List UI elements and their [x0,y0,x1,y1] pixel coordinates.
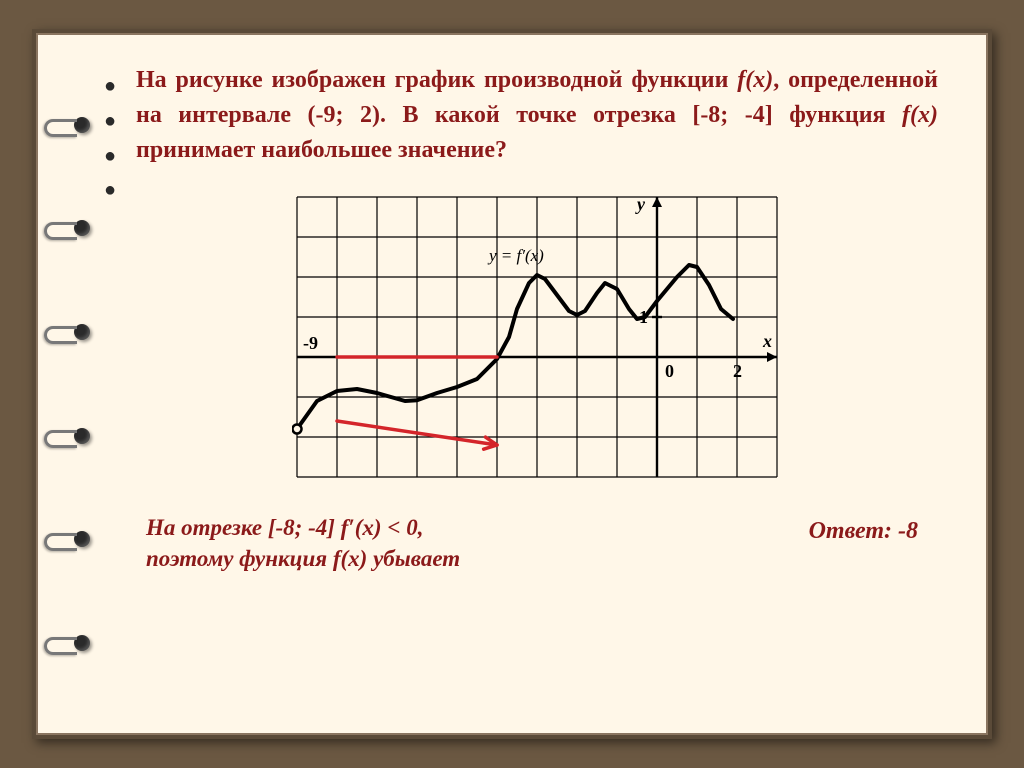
bullet-icon: ● [104,173,116,208]
problem-line4: значение? [398,137,507,163]
answer-text: Ответ: -8 [809,518,918,545]
binding-ring [54,218,90,238]
problem-line3-pre: отрезка [-8; -4] функция [593,102,902,128]
problem-statement: На рисунке изображен график производной … [136,63,938,167]
binding-ring [54,633,90,653]
problem-fx1: f(x) [737,67,773,93]
binding-ring [54,115,90,135]
explain-line2: поэтому функция f(x) убывает [146,543,460,574]
bullet-column: ● ● ● ● [104,69,116,208]
svg-text:0: 0 [665,361,674,381]
slide-frame: ● ● ● ● На рисунке изображен график прои… [32,29,992,739]
bottom-row: На отрезке [-8; -4] f′(x) < 0, поэтому ф… [136,512,938,574]
bullet-icon: ● [104,139,116,174]
problem-line3-rest: принимает наибольшее [136,137,392,163]
chart-container: -9 0 2 1 x y y = f′(x) [136,192,938,482]
binding-ring [54,426,90,446]
bullet-icon: ● [104,69,116,104]
svg-text:y: y [635,194,646,214]
svg-text:x: x [762,331,772,351]
problem-line1: На рисунке изображен график производной … [136,67,728,93]
problem-fx2: f(x) [902,102,938,128]
svg-text:1: 1 [639,307,648,327]
explanation-text: На отрезке [-8; -4] f′(x) < 0, поэтому ф… [146,512,460,574]
binding-ring [54,322,90,342]
svg-text:-9: -9 [303,333,318,353]
svg-text:y = f′(x): y = f′(x) [487,246,544,265]
bullet-icon: ● [104,104,116,139]
explain-line1: На отрезке [-8; -4] f′(x) < 0, [146,512,460,543]
binding-ring [54,529,90,549]
derivative-chart: -9 0 2 1 x y y = f′(x) [292,192,782,482]
spiral-binding [54,33,94,735]
svg-text:2: 2 [733,361,742,381]
